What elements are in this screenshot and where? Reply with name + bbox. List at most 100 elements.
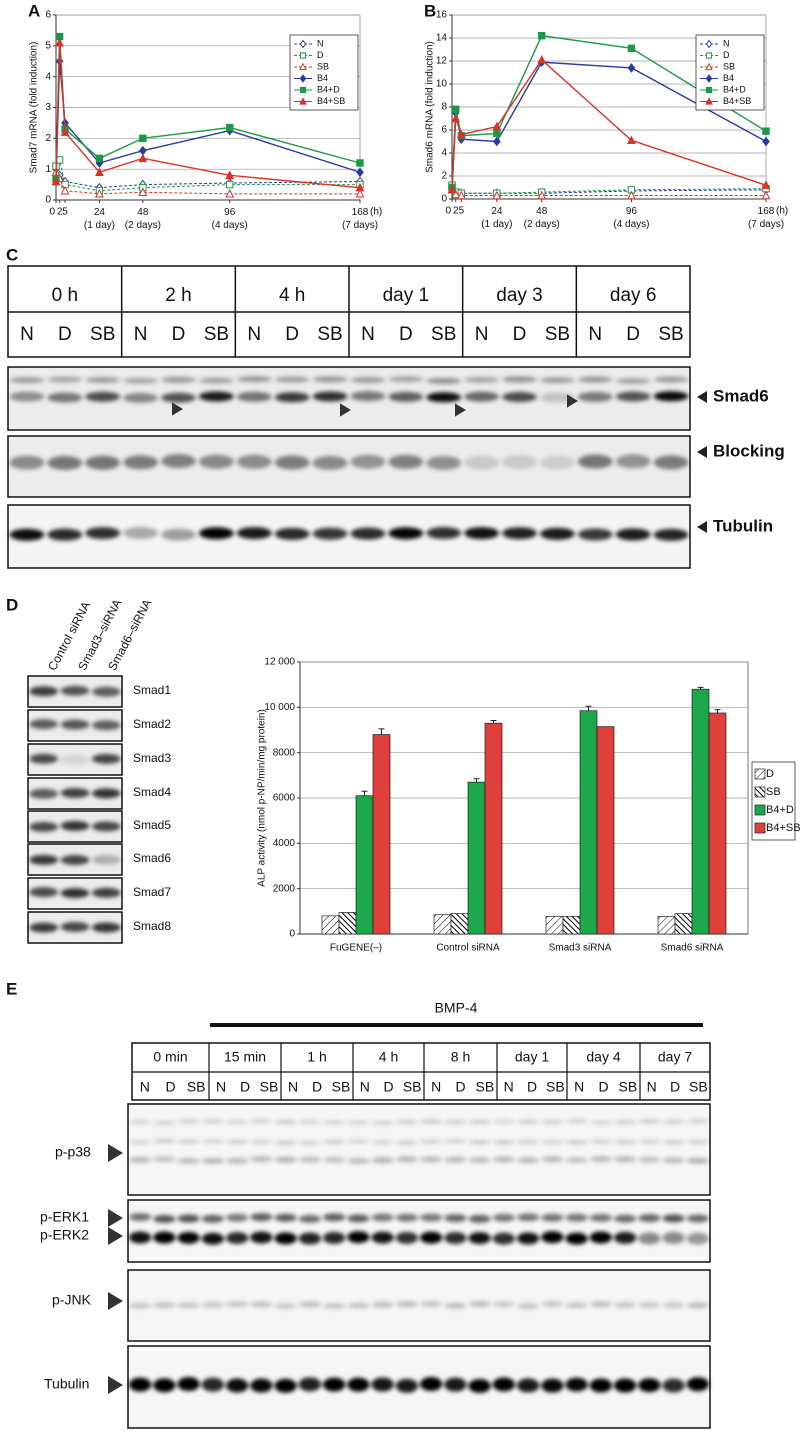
blot-band <box>662 1378 685 1393</box>
blot-band <box>371 1301 394 1308</box>
marker <box>537 54 547 64</box>
x-tick-label: 168 (7 days) <box>748 206 784 230</box>
blot-band <box>91 854 121 865</box>
blot-band <box>236 391 272 402</box>
lane-label: SB <box>317 324 342 345</box>
legend-label: B4 <box>317 73 328 83</box>
blot-band <box>589 1231 613 1244</box>
blot-band <box>29 854 59 865</box>
blot-band <box>426 377 462 384</box>
marker <box>627 63 636 73</box>
blot-background <box>7 435 691 498</box>
blot-bands <box>29 820 121 832</box>
blot-band <box>395 1140 419 1145</box>
blot-band <box>638 1301 661 1308</box>
blot-band <box>492 1119 516 1124</box>
blot-band <box>615 528 651 541</box>
blot-band <box>161 528 196 541</box>
x-tick-label: 24 (1 day) <box>481 206 512 230</box>
x-tick-label: 168 (7 days) <box>342 207 378 231</box>
y-tick-label: 6 <box>45 10 51 21</box>
blot-band <box>395 1156 419 1163</box>
blot-band <box>274 455 310 470</box>
blot-band <box>419 1119 443 1124</box>
blot-band <box>589 1378 613 1393</box>
marker <box>705 97 713 105</box>
blot-band <box>444 1302 467 1309</box>
blot-bands <box>29 685 121 697</box>
blot-label: Smad6 <box>713 386 769 405</box>
blot-band <box>565 1156 588 1163</box>
marker <box>705 52 713 59</box>
blot-band <box>85 377 121 384</box>
blot-band <box>91 788 121 799</box>
blot-band <box>615 377 651 384</box>
marker <box>447 184 457 194</box>
blot-band <box>47 528 83 541</box>
blot-bands <box>128 1119 710 1164</box>
blot-band <box>589 1213 613 1222</box>
arrowhead <box>108 1209 123 1227</box>
blot-band <box>638 1156 661 1163</box>
blot-band <box>565 1377 588 1392</box>
blot-band <box>123 527 159 540</box>
marker <box>492 190 502 200</box>
blot-background <box>127 1103 711 1196</box>
marker <box>761 180 771 189</box>
text-line: 24 <box>94 207 106 218</box>
blot-band <box>464 455 500 470</box>
lane-label: SB <box>546 1079 565 1095</box>
x-tick-label: 24 (1 day) <box>84 207 115 231</box>
blot-band <box>615 454 651 469</box>
panel-label: B <box>424 1 436 20</box>
blot-band <box>298 1232 322 1245</box>
marker <box>95 167 104 176</box>
blot-band <box>464 527 500 540</box>
blot-band <box>29 922 59 933</box>
blot-band <box>419 1301 443 1308</box>
marker <box>299 39 307 49</box>
legend-box <box>289 34 359 111</box>
blot-band <box>123 455 159 470</box>
blot-band <box>236 376 272 383</box>
blot-band <box>201 1139 225 1144</box>
blot-band <box>91 686 121 697</box>
blot-band <box>686 1119 710 1124</box>
blot-band <box>444 1156 467 1163</box>
text-line: (4 days) <box>613 219 649 230</box>
blot-band <box>565 1119 588 1124</box>
y-tick-label: 0 <box>45 195 51 206</box>
blot-band <box>60 719 90 730</box>
blot-band <box>153 1214 176 1223</box>
marker <box>299 74 307 83</box>
blot-band <box>464 376 500 383</box>
blot-band <box>298 1156 322 1163</box>
blot-band <box>85 391 121 402</box>
blot-band <box>29 788 59 799</box>
y-tick-label: 14 <box>436 33 448 44</box>
blot-band <box>613 1156 637 1163</box>
blot-bands <box>29 854 121 865</box>
lane-label: D <box>527 1079 537 1095</box>
y-tick-label: 6 <box>441 125 447 136</box>
blot-bands <box>29 887 121 899</box>
x-tick-label: 96 (4 days) <box>212 207 248 231</box>
blot-band <box>274 392 310 403</box>
blot-band <box>225 1139 249 1144</box>
blot-band <box>662 1214 685 1223</box>
blot-band <box>516 1157 540 1164</box>
lane-label: N <box>588 324 602 345</box>
blot-label: p-p38 <box>55 1144 91 1160</box>
text-line: 96 <box>224 207 236 218</box>
blot-band <box>371 1377 394 1392</box>
blot-band <box>161 454 196 469</box>
arrowhead <box>697 521 707 533</box>
marker <box>537 190 547 200</box>
blot-band <box>638 1139 661 1144</box>
marker <box>705 86 713 94</box>
lane-label: D <box>383 1079 393 1095</box>
blot-band <box>468 1140 491 1145</box>
legend-label: B4+SB <box>766 822 800 834</box>
marker <box>627 44 636 53</box>
blot-band <box>198 454 234 469</box>
